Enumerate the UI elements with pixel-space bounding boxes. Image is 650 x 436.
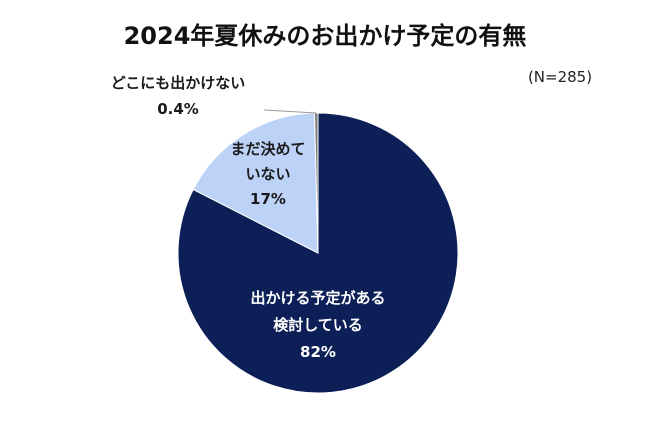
chart-title: 2024年夏休みのお出かけ予定の有無 — [124, 22, 527, 50]
slice-undecided — [192, 112, 319, 254]
label-going-or-considering-line: 検討している — [273, 316, 363, 334]
label-going-or-considering-line: 出かける予定がある — [250, 289, 385, 307]
label-undecided-percent: 17% — [250, 190, 286, 208]
pie-labels: 出かける予定がある検討している 82% まだ決めていない 17% どこにも出かけない 0.… — [111, 74, 386, 361]
leader-line-not-going — [264, 109, 317, 114]
label-going-or-considering-percent: 82% — [300, 343, 336, 361]
label-not-going: どこにも出かけない 0.4% — [111, 74, 246, 118]
label-not-going-line: どこにも出かけない — [111, 74, 246, 92]
label-going-or-considering: 出かける予定がある検討している 82% — [250, 289, 385, 361]
pie-slices — [177, 112, 459, 394]
sample-size-note: (N=285) — [528, 68, 592, 86]
label-not-going-percent: 0.4% — [157, 100, 199, 118]
label-undecided-line: まだ決めて — [230, 140, 305, 158]
label-undecided: まだ決めていない 17% — [230, 140, 305, 208]
label-undecided-line: いない — [245, 165, 290, 183]
